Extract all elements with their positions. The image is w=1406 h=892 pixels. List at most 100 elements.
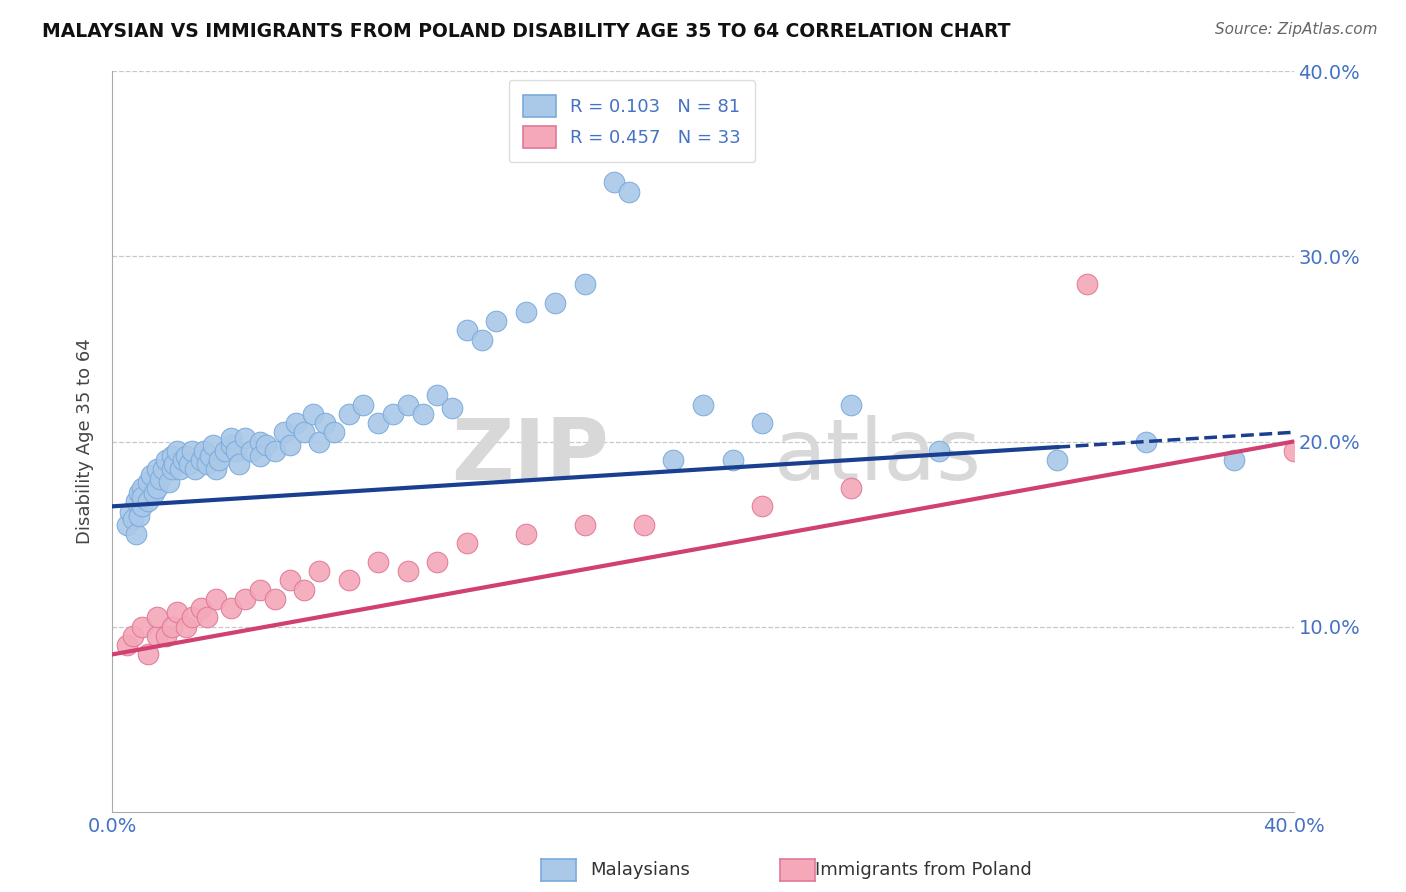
Point <box>233 591 256 606</box>
Point <box>201 438 224 452</box>
Point <box>264 443 287 458</box>
Point <box>751 500 773 514</box>
Point <box>181 443 204 458</box>
Y-axis label: Disability Age 35 to 64: Disability Age 35 to 64 <box>76 339 94 544</box>
Point <box>146 462 169 476</box>
Point <box>125 527 148 541</box>
Point <box>278 438 301 452</box>
Point <box>574 517 596 532</box>
Point <box>160 462 183 476</box>
Point <box>142 486 165 500</box>
Point <box>1076 277 1098 292</box>
Point <box>128 486 150 500</box>
Point <box>233 431 256 445</box>
Point <box>214 443 236 458</box>
Point <box>120 505 142 519</box>
Point <box>292 425 315 440</box>
Point <box>574 277 596 292</box>
Point <box>721 453 744 467</box>
Point <box>122 629 145 643</box>
Point <box>273 425 295 440</box>
Point <box>441 401 464 416</box>
Point <box>1046 453 1069 467</box>
Point <box>146 629 169 643</box>
Point <box>1223 453 1246 467</box>
Point <box>240 443 263 458</box>
Point <box>225 443 247 458</box>
Point <box>195 457 218 471</box>
Point <box>264 591 287 606</box>
Point <box>839 481 862 495</box>
Point <box>174 619 197 633</box>
Point <box>249 582 271 597</box>
Point <box>155 629 177 643</box>
Point <box>456 324 478 338</box>
Point <box>136 475 159 490</box>
Point <box>131 619 153 633</box>
Point <box>515 527 537 541</box>
Point <box>190 453 212 467</box>
Point <box>172 453 194 467</box>
Point <box>292 582 315 597</box>
Point <box>208 453 231 467</box>
Point <box>367 555 389 569</box>
Point <box>131 490 153 504</box>
Text: ZIP: ZIP <box>451 415 609 498</box>
Point <box>174 450 197 464</box>
Point <box>284 416 307 430</box>
Point <box>633 517 655 532</box>
Point <box>136 493 159 508</box>
Point <box>195 610 218 624</box>
Point <box>166 443 188 458</box>
Point <box>184 462 207 476</box>
Point <box>456 536 478 550</box>
Point <box>190 601 212 615</box>
Point <box>219 438 242 452</box>
Point <box>163 457 186 471</box>
Point <box>131 481 153 495</box>
Point <box>426 388 449 402</box>
Point <box>131 500 153 514</box>
Point <box>219 431 242 445</box>
Text: Malaysians: Malaysians <box>591 861 690 879</box>
Point <box>396 398 419 412</box>
Point <box>128 508 150 523</box>
Point <box>382 407 405 421</box>
Point <box>179 457 201 471</box>
Point <box>249 450 271 464</box>
Point <box>169 462 191 476</box>
Point <box>314 416 336 430</box>
Point <box>302 407 325 421</box>
Point <box>337 407 360 421</box>
Point <box>751 416 773 430</box>
Point <box>125 493 148 508</box>
Point <box>152 462 174 476</box>
Point <box>278 574 301 588</box>
Text: atlas: atlas <box>773 415 981 498</box>
Point <box>149 472 172 486</box>
Point <box>122 512 145 526</box>
Point <box>205 462 228 476</box>
Point <box>323 425 346 440</box>
Point <box>470 333 494 347</box>
Point <box>160 619 183 633</box>
Point <box>136 648 159 662</box>
Point <box>426 555 449 569</box>
Text: Source: ZipAtlas.com: Source: ZipAtlas.com <box>1215 22 1378 37</box>
Point <box>254 438 277 452</box>
Point <box>160 450 183 464</box>
Point <box>619 185 641 199</box>
Point <box>396 564 419 578</box>
Point <box>249 434 271 449</box>
Point <box>1282 443 1305 458</box>
Point <box>352 398 374 412</box>
Point <box>219 601 242 615</box>
Point <box>1135 434 1157 449</box>
Point <box>839 398 862 412</box>
Point <box>485 314 508 328</box>
Point <box>692 398 714 412</box>
Point <box>146 481 169 495</box>
Point <box>117 517 138 532</box>
Point <box>228 457 250 471</box>
Point <box>603 175 626 190</box>
